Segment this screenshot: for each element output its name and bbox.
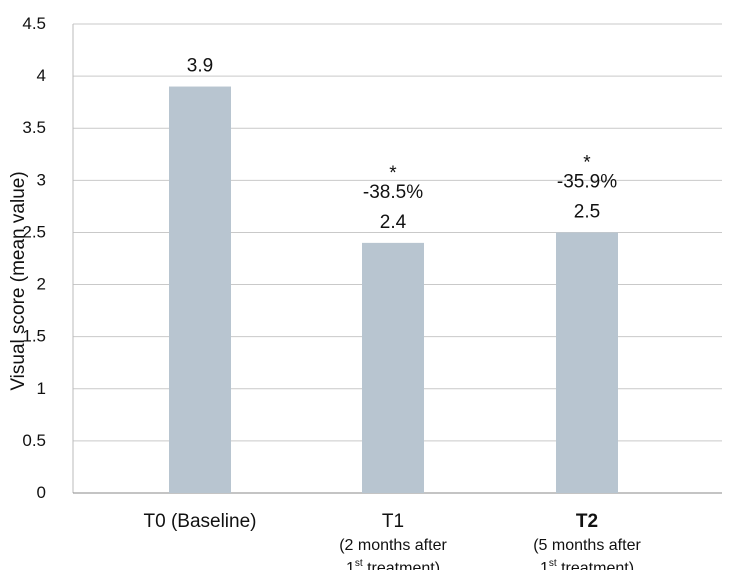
value-label: 3.9 <box>187 56 213 77</box>
value-label: 2.5 <box>574 201 600 222</box>
x-tick-label: T0 (Baseline) <box>144 511 257 532</box>
y-tick-label: 3 <box>37 170 46 189</box>
y-tick-label: 3.5 <box>22 118 46 137</box>
y-tick-label: 0 <box>37 483 46 502</box>
y-tick-label: 2.5 <box>22 222 46 241</box>
bar-annotations: 3.92.4-38.5%*2.5-35.9%* <box>187 56 617 233</box>
x-tick-label: (5 months after <box>533 537 641 554</box>
change-label: -38.5% <box>363 182 423 203</box>
significance-marker: * <box>583 152 591 173</box>
change-label: -35.9% <box>557 171 617 192</box>
value-label: 2.4 <box>380 212 407 233</box>
x-tick-label: (2 months after <box>339 537 447 554</box>
y-tick-label: 1 <box>37 379 46 398</box>
bar <box>169 86 231 494</box>
x-tick-label: 1st treatment) <box>346 558 440 570</box>
x-tick-label: T2 <box>576 511 598 532</box>
x-tick-label: 1st treatment) <box>540 558 634 570</box>
y-axis-label: Visual score (mean value) <box>8 171 29 390</box>
bars <box>169 86 618 494</box>
x-tick-label: T1 <box>382 511 404 532</box>
y-tick-label: 2 <box>37 275 46 294</box>
bar <box>556 232 618 493</box>
bar <box>362 242 424 493</box>
x-tick-labels: T0 (Baseline) T1 (2 months after 1st treatm… <box>144 511 642 570</box>
y-tick-label: 4 <box>37 66 46 85</box>
y-tick-label: 1.5 <box>22 327 46 346</box>
y-tick-label: 4.5 <box>22 14 46 33</box>
y-tick-label: 0.5 <box>22 431 46 450</box>
y-tick-labels: 0 0.5 1 1.5 2 2.5 3 3.5 4 4.5 <box>22 14 46 502</box>
significance-marker: * <box>389 163 397 184</box>
